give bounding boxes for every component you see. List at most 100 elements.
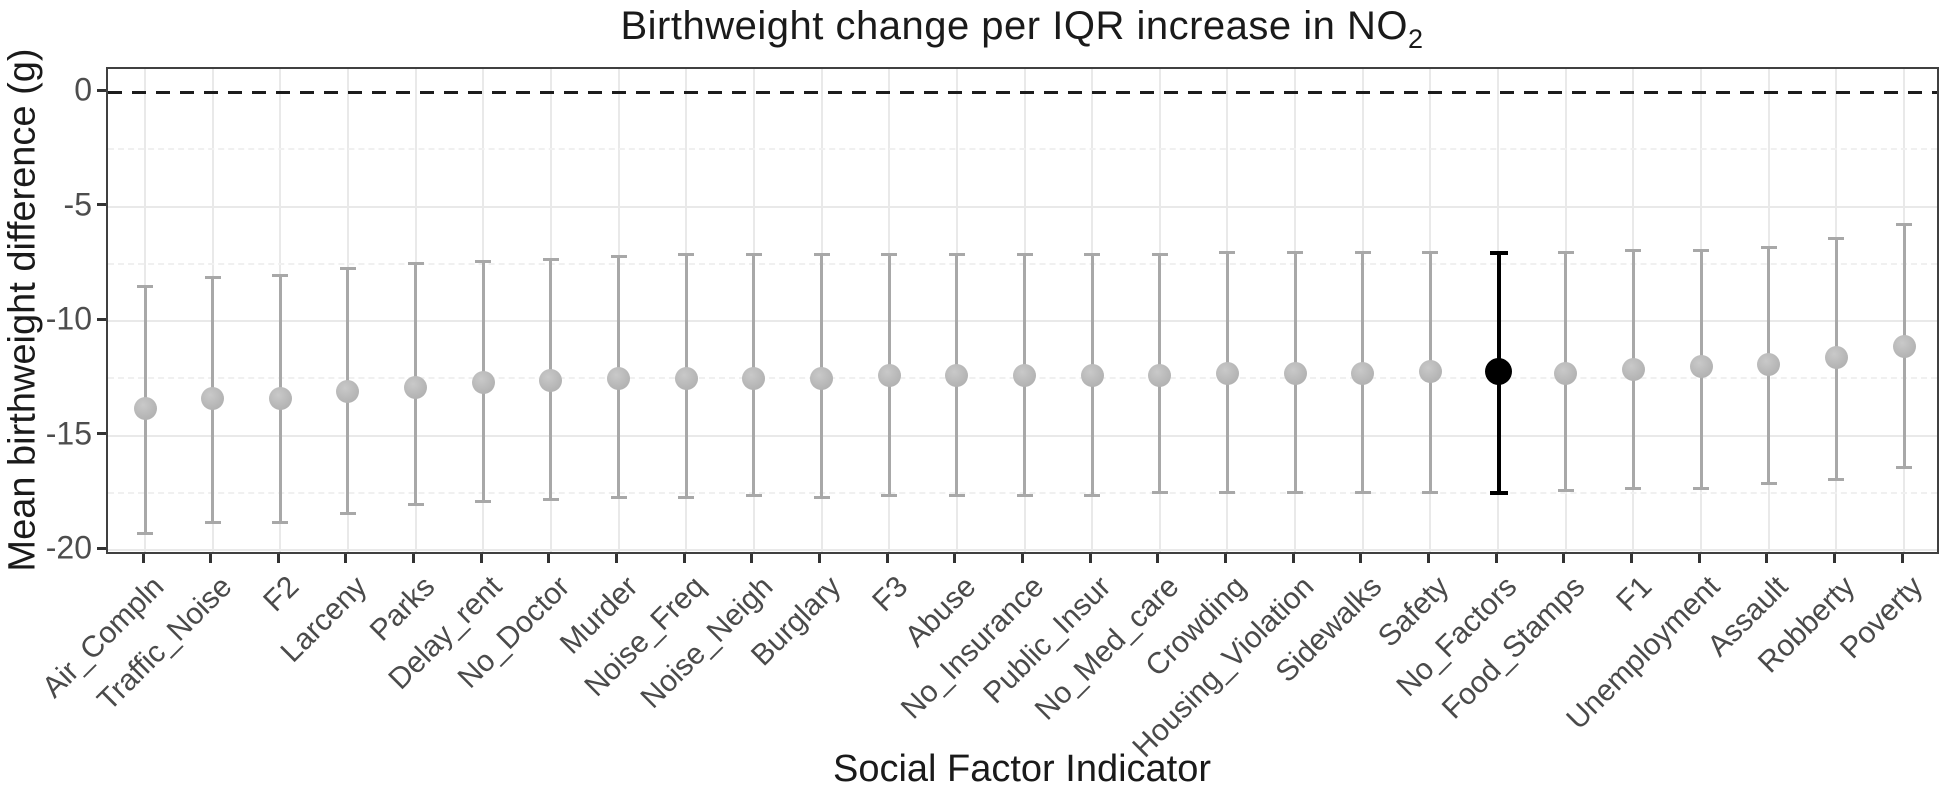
x-axis-tick bbox=[1291, 554, 1295, 563]
error-bar-cap-top bbox=[1084, 253, 1101, 257]
x-category-label: F1 bbox=[1610, 570, 1659, 619]
data-point bbox=[1621, 357, 1645, 381]
data-point bbox=[1418, 359, 1442, 383]
error-bar-cap-top bbox=[1490, 250, 1509, 255]
error-bar-cap-bottom bbox=[1760, 482, 1777, 486]
data-point bbox=[1283, 362, 1307, 386]
x-axis-tick bbox=[818, 554, 822, 563]
x-category-label: F2 bbox=[257, 570, 306, 619]
x-axis-tick bbox=[209, 554, 213, 563]
data-point bbox=[945, 364, 969, 388]
y-tick-label: -20 bbox=[45, 529, 92, 566]
error-bar-cap-bottom bbox=[678, 495, 695, 499]
data-point bbox=[810, 366, 834, 390]
data-point bbox=[404, 375, 428, 399]
error-bar-cap-bottom bbox=[1219, 491, 1236, 495]
error-bar-cap-bottom bbox=[475, 500, 492, 504]
error-bar-cap-bottom bbox=[1422, 491, 1439, 495]
minor-gridline bbox=[108, 262, 1937, 265]
error-bar-cap-top bbox=[948, 253, 965, 257]
data-point bbox=[201, 387, 225, 411]
major-gridline bbox=[108, 320, 1937, 322]
data-point bbox=[1215, 362, 1239, 386]
major-gridline bbox=[108, 205, 1937, 208]
x-axis-tick bbox=[412, 554, 416, 563]
y-axis-tick bbox=[97, 203, 106, 206]
error-bar-cap-bottom bbox=[542, 498, 559, 502]
data-point bbox=[607, 366, 631, 390]
data-point bbox=[1689, 355, 1713, 379]
error-bar-cap-top bbox=[1151, 253, 1168, 257]
x-axis-tick bbox=[276, 554, 280, 563]
error-bar-cap-bottom bbox=[407, 502, 424, 506]
chart-title-text: Birthweight change per IQR increase in N… bbox=[620, 4, 1408, 48]
y-tick-label: -15 bbox=[45, 415, 92, 451]
error-bar-cap-top bbox=[1760, 246, 1777, 250]
x-axis-tick bbox=[750, 554, 754, 563]
zero-reference-line bbox=[108, 90, 1937, 94]
error-bar-cap-bottom bbox=[1828, 477, 1845, 481]
error-bar-cap-bottom bbox=[1287, 491, 1304, 495]
error-bar-cap-bottom bbox=[137, 532, 153, 536]
error-bar-cap-bottom bbox=[1490, 491, 1509, 496]
error-bar-cap-bottom bbox=[204, 521, 221, 525]
data-point bbox=[1554, 362, 1578, 386]
error-bar-cap-bottom bbox=[813, 495, 830, 499]
error-bar-cap-top bbox=[881, 253, 898, 257]
error-bar-cap-top bbox=[813, 253, 830, 257]
error-bar-cap-bottom bbox=[881, 493, 898, 497]
error-bar-cap-top bbox=[1422, 250, 1439, 254]
data-point bbox=[268, 387, 292, 411]
error-bar-cap-top bbox=[1625, 248, 1642, 252]
error-bar-cap-bottom bbox=[1354, 491, 1371, 495]
data-point bbox=[1080, 364, 1104, 388]
data-point bbox=[1824, 346, 1848, 370]
data-point bbox=[133, 396, 157, 420]
major-gridline bbox=[108, 549, 1937, 551]
error-bar-cap-bottom bbox=[1557, 488, 1574, 492]
major-gridline bbox=[108, 434, 1937, 437]
y-axis-tick bbox=[97, 546, 106, 550]
x-axis-tick bbox=[479, 554, 483, 563]
error-bar-cap-top bbox=[1896, 223, 1912, 227]
error-bar-cap-top bbox=[745, 253, 762, 257]
x-axis-tick bbox=[1156, 554, 1160, 563]
x-axis-tick bbox=[885, 554, 889, 563]
x-axis-tick bbox=[1426, 554, 1430, 563]
x-axis-tick bbox=[1832, 554, 1836, 563]
error-bar-cap-bottom bbox=[1625, 486, 1642, 490]
error-bar-cap-bottom bbox=[272, 521, 289, 525]
x-axis-tick bbox=[682, 554, 686, 563]
data-point bbox=[742, 366, 766, 390]
x-axis-tick bbox=[344, 554, 348, 563]
data-point bbox=[877, 364, 901, 388]
error-bar-cap-top bbox=[1219, 250, 1236, 254]
y-axis-tick bbox=[97, 432, 106, 435]
data-point bbox=[1757, 353, 1781, 376]
y-axis-tick bbox=[97, 317, 106, 321]
x-axis-tick bbox=[1021, 554, 1024, 563]
x-axis-tick bbox=[1494, 554, 1498, 563]
chart-title: Birthweight change per IQR increase in N… bbox=[620, 4, 1423, 55]
error-bar-cap-top bbox=[678, 253, 695, 257]
error-bar-cap-bottom bbox=[610, 495, 627, 499]
x-axis-title: Social Factor Indicator bbox=[832, 748, 1212, 790]
y-axis-tick bbox=[97, 88, 106, 92]
error-bar-cap-bottom bbox=[745, 493, 762, 497]
error-bar-cap-top bbox=[475, 259, 492, 263]
x-axis-tick bbox=[1562, 554, 1566, 563]
x-axis-tick bbox=[953, 554, 957, 563]
data-point-no-factors-highlighted bbox=[1484, 357, 1512, 385]
chart-title-subscript: 2 bbox=[1408, 24, 1424, 54]
y-tick-label: -10 bbox=[45, 300, 92, 337]
error-bar-cap-top bbox=[1828, 237, 1845, 241]
error-bar-cap-bottom bbox=[339, 511, 356, 515]
error-bar-cap-top bbox=[272, 273, 289, 277]
x-axis-tick bbox=[1088, 554, 1092, 563]
error-bar-cap-bottom bbox=[1693, 486, 1710, 490]
data-point bbox=[1892, 334, 1916, 358]
data-point bbox=[1013, 364, 1036, 388]
plot-panel bbox=[106, 67, 1939, 554]
minor-gridline bbox=[108, 491, 1937, 494]
error-bar-cap-bottom bbox=[948, 493, 965, 497]
